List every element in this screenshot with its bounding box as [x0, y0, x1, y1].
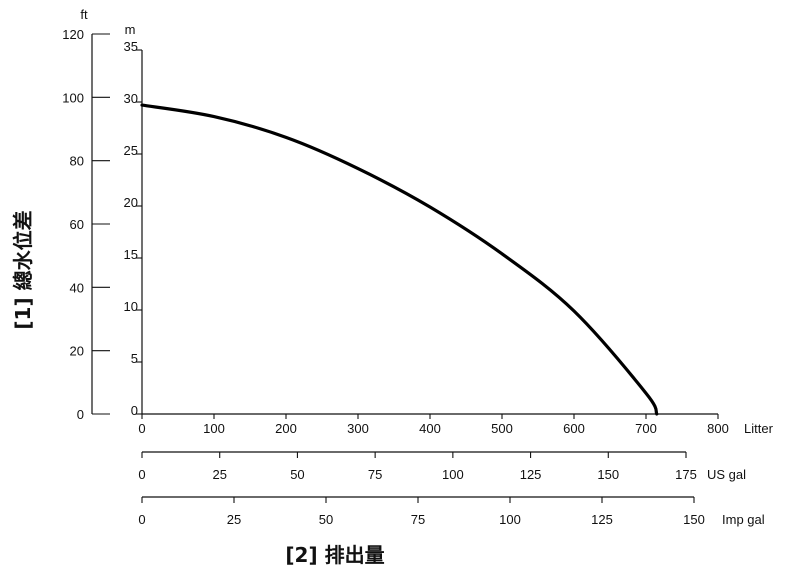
m-tick-label: 10: [124, 299, 138, 314]
x-axis-litter: 0 100 200 300 400 500 600 700 800 Litter: [138, 413, 774, 436]
x-axis-title: [2] 排出量: [285, 543, 384, 567]
series-layer: [140, 103, 659, 416]
us-gal-tick-label: 0: [138, 467, 145, 482]
us-gal-tick-label: 175: [675, 467, 697, 482]
imp-gal-tick-label: 0: [138, 512, 145, 527]
us-gal-tick-label: 100: [442, 467, 464, 482]
us-gal-tick-label: 25: [212, 467, 226, 482]
ft-tick-label: 80: [70, 154, 84, 169]
us-gal-unit-label: US gal: [707, 467, 746, 482]
imp-gal-tick-label: 50: [319, 512, 333, 527]
us-gal-tick-label: 150: [597, 467, 619, 482]
m-tick-label: 35: [124, 39, 138, 54]
litter-tick-label: 200: [275, 421, 297, 436]
ft-tick-label: 40: [70, 280, 84, 295]
litter-tick-label: 700: [635, 421, 657, 436]
litter-unit-label: Litter: [744, 421, 774, 436]
imp-gal-tick-label: 150: [683, 512, 705, 527]
imp-gal-tick-label: 125: [591, 512, 613, 527]
imp-gal-tick-label: 75: [411, 512, 425, 527]
imp-gal-tick-label: 25: [227, 512, 241, 527]
litter-tick-label: 800: [707, 421, 729, 436]
litter-tick-label: 100: [203, 421, 225, 436]
y-axis-ft: 0 20 40 60 80 100 120 ft: [62, 7, 110, 422]
litter-tick-label: 600: [563, 421, 585, 436]
m-tick-label: 15: [124, 247, 138, 262]
ft-tick-label: 100: [62, 90, 84, 105]
m-unit-label: m: [125, 22, 136, 37]
us-gal-tick-label: 75: [368, 467, 382, 482]
y-axis-m: 0 5 10 15 20 25 30 35 m: [124, 22, 143, 418]
imp-gal-tick-label: 100: [499, 512, 521, 527]
head-capacity-curve: [140, 103, 659, 416]
m-tick-label: 25: [124, 143, 138, 158]
ft-tick-label: 0: [77, 407, 84, 422]
litter-tick-label: 400: [419, 421, 441, 436]
m-tick-label: 0: [131, 403, 138, 418]
ft-unit-label: ft: [80, 7, 88, 22]
litter-tick-label: 0: [138, 421, 145, 436]
ft-tick-label: 120: [62, 27, 84, 42]
x-axis-us-gal: 0 25 50 75 100 125 150 175 US gal: [138, 451, 746, 482]
y-axis-title: [1] 總水位差: [11, 210, 35, 329]
us-gal-tick-label: 125: [520, 467, 542, 482]
litter-tick-label: 300: [347, 421, 369, 436]
us-gal-tick-label: 50: [290, 467, 304, 482]
m-tick-label: 20: [124, 195, 138, 210]
ft-tick-label: 20: [70, 344, 84, 359]
m-tick-label: 5: [131, 351, 138, 366]
imp-gal-unit-label: Imp gal: [722, 512, 765, 527]
ft-tick-label: 60: [70, 217, 84, 232]
litter-tick-label: 500: [491, 421, 513, 436]
m-tick-label: 30: [124, 91, 138, 106]
x-axis-imp-gal: 0 25 50 75 100 125 150 Imp gal: [138, 496, 765, 527]
